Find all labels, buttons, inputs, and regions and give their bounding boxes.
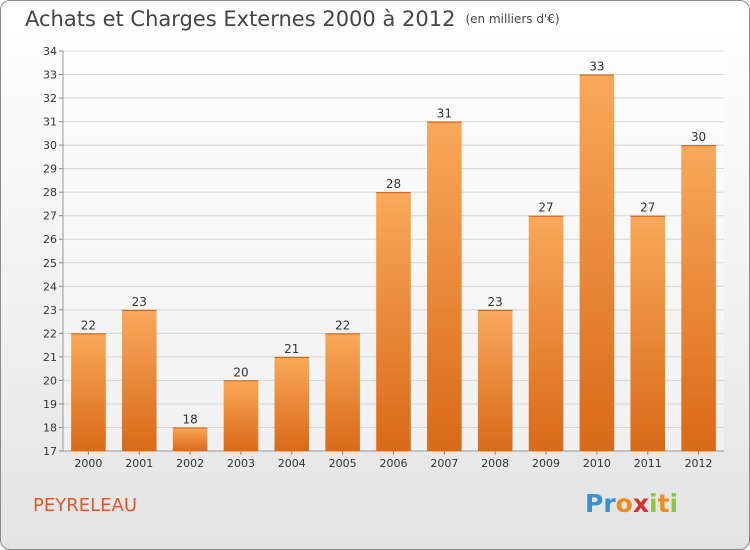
- logo-letter: t: [657, 489, 670, 518]
- logo-letter: P: [585, 489, 604, 518]
- bar: [121, 309, 157, 451]
- bar: [274, 356, 310, 451]
- logo-letter: i: [669, 489, 679, 518]
- bar: [477, 309, 513, 451]
- x-tick-label: 2002: [176, 457, 204, 470]
- y-tick-label: 27: [43, 210, 57, 223]
- bar-value-label: 27: [640, 201, 655, 215]
- y-tick-label: 30: [43, 139, 57, 152]
- logo-letter: r: [603, 489, 616, 518]
- place-name: PEYRELEAU: [33, 495, 137, 516]
- bar: [325, 333, 360, 451]
- y-tick-label: 19: [43, 398, 57, 411]
- bar: [376, 192, 411, 452]
- bar: [427, 121, 462, 452]
- bar-value-label: 27: [538, 201, 553, 215]
- x-tick-label: 2010: [583, 457, 611, 470]
- x-tick-label: 2011: [634, 457, 662, 470]
- bar: [681, 145, 716, 451]
- chart-title: Achats et Charges Externes 2000 à 2012 (e…: [25, 7, 560, 31]
- y-tick-label: 34: [43, 45, 57, 58]
- x-tick-label: 2001: [125, 457, 153, 470]
- proxiti-logo: Proxiti: [585, 489, 678, 518]
- bar: [579, 74, 615, 451]
- bar: [630, 215, 666, 451]
- y-tick-label: 31: [43, 116, 57, 129]
- bar-value-label: 31: [437, 107, 452, 121]
- bar: [528, 215, 564, 451]
- title-text: Achats et Charges Externes 2000 à 2012: [25, 7, 456, 31]
- x-tick-label: 2003: [227, 457, 255, 470]
- y-tick-label: 23: [43, 304, 57, 317]
- bar-value-label: 20: [233, 365, 248, 379]
- x-tick-label: 2005: [329, 457, 357, 470]
- x-tick-label: 2000: [74, 457, 102, 470]
- bar-value-label: 22: [335, 318, 350, 332]
- y-tick-label: 17: [43, 445, 57, 458]
- y-tick-label: 22: [43, 327, 57, 340]
- bar-value-label: 18: [182, 412, 197, 426]
- logo-letter: x: [632, 489, 649, 518]
- unit-text: (en milliers d'€): [465, 12, 560, 26]
- bar-value-label: 33: [589, 60, 604, 74]
- x-tick-label: 2006: [380, 457, 408, 470]
- y-tick-label: 25: [43, 257, 57, 270]
- bar-value-label: 23: [488, 295, 503, 309]
- bar-value-label: 28: [386, 177, 401, 191]
- logo-letter: i: [649, 489, 658, 518]
- x-tick-label: 2007: [430, 457, 458, 470]
- logo-letter: o: [615, 489, 633, 518]
- y-tick-label: 18: [43, 421, 57, 434]
- x-tick-label: 2004: [278, 457, 306, 470]
- y-tick-label: 33: [43, 69, 57, 82]
- bar-value-label: 21: [284, 342, 299, 356]
- y-tick-label: 28: [43, 186, 57, 199]
- bar-value-label: 22: [81, 318, 96, 332]
- x-tick-label: 2009: [532, 457, 560, 470]
- bar-value-label: 30: [691, 130, 706, 144]
- y-tick-label: 20: [43, 374, 57, 387]
- bar-value-label: 23: [132, 295, 147, 309]
- bar: [71, 333, 106, 451]
- x-tick-label: 2012: [685, 457, 713, 470]
- y-tick-label: 24: [43, 280, 57, 293]
- y-tick-label: 32: [43, 92, 57, 105]
- bar: [223, 380, 259, 451]
- y-tick-label: 26: [43, 233, 57, 246]
- y-tick-label: 21: [43, 351, 57, 364]
- y-tick-label: 29: [43, 163, 57, 176]
- bar: [172, 427, 208, 451]
- x-tick-label: 2008: [481, 457, 509, 470]
